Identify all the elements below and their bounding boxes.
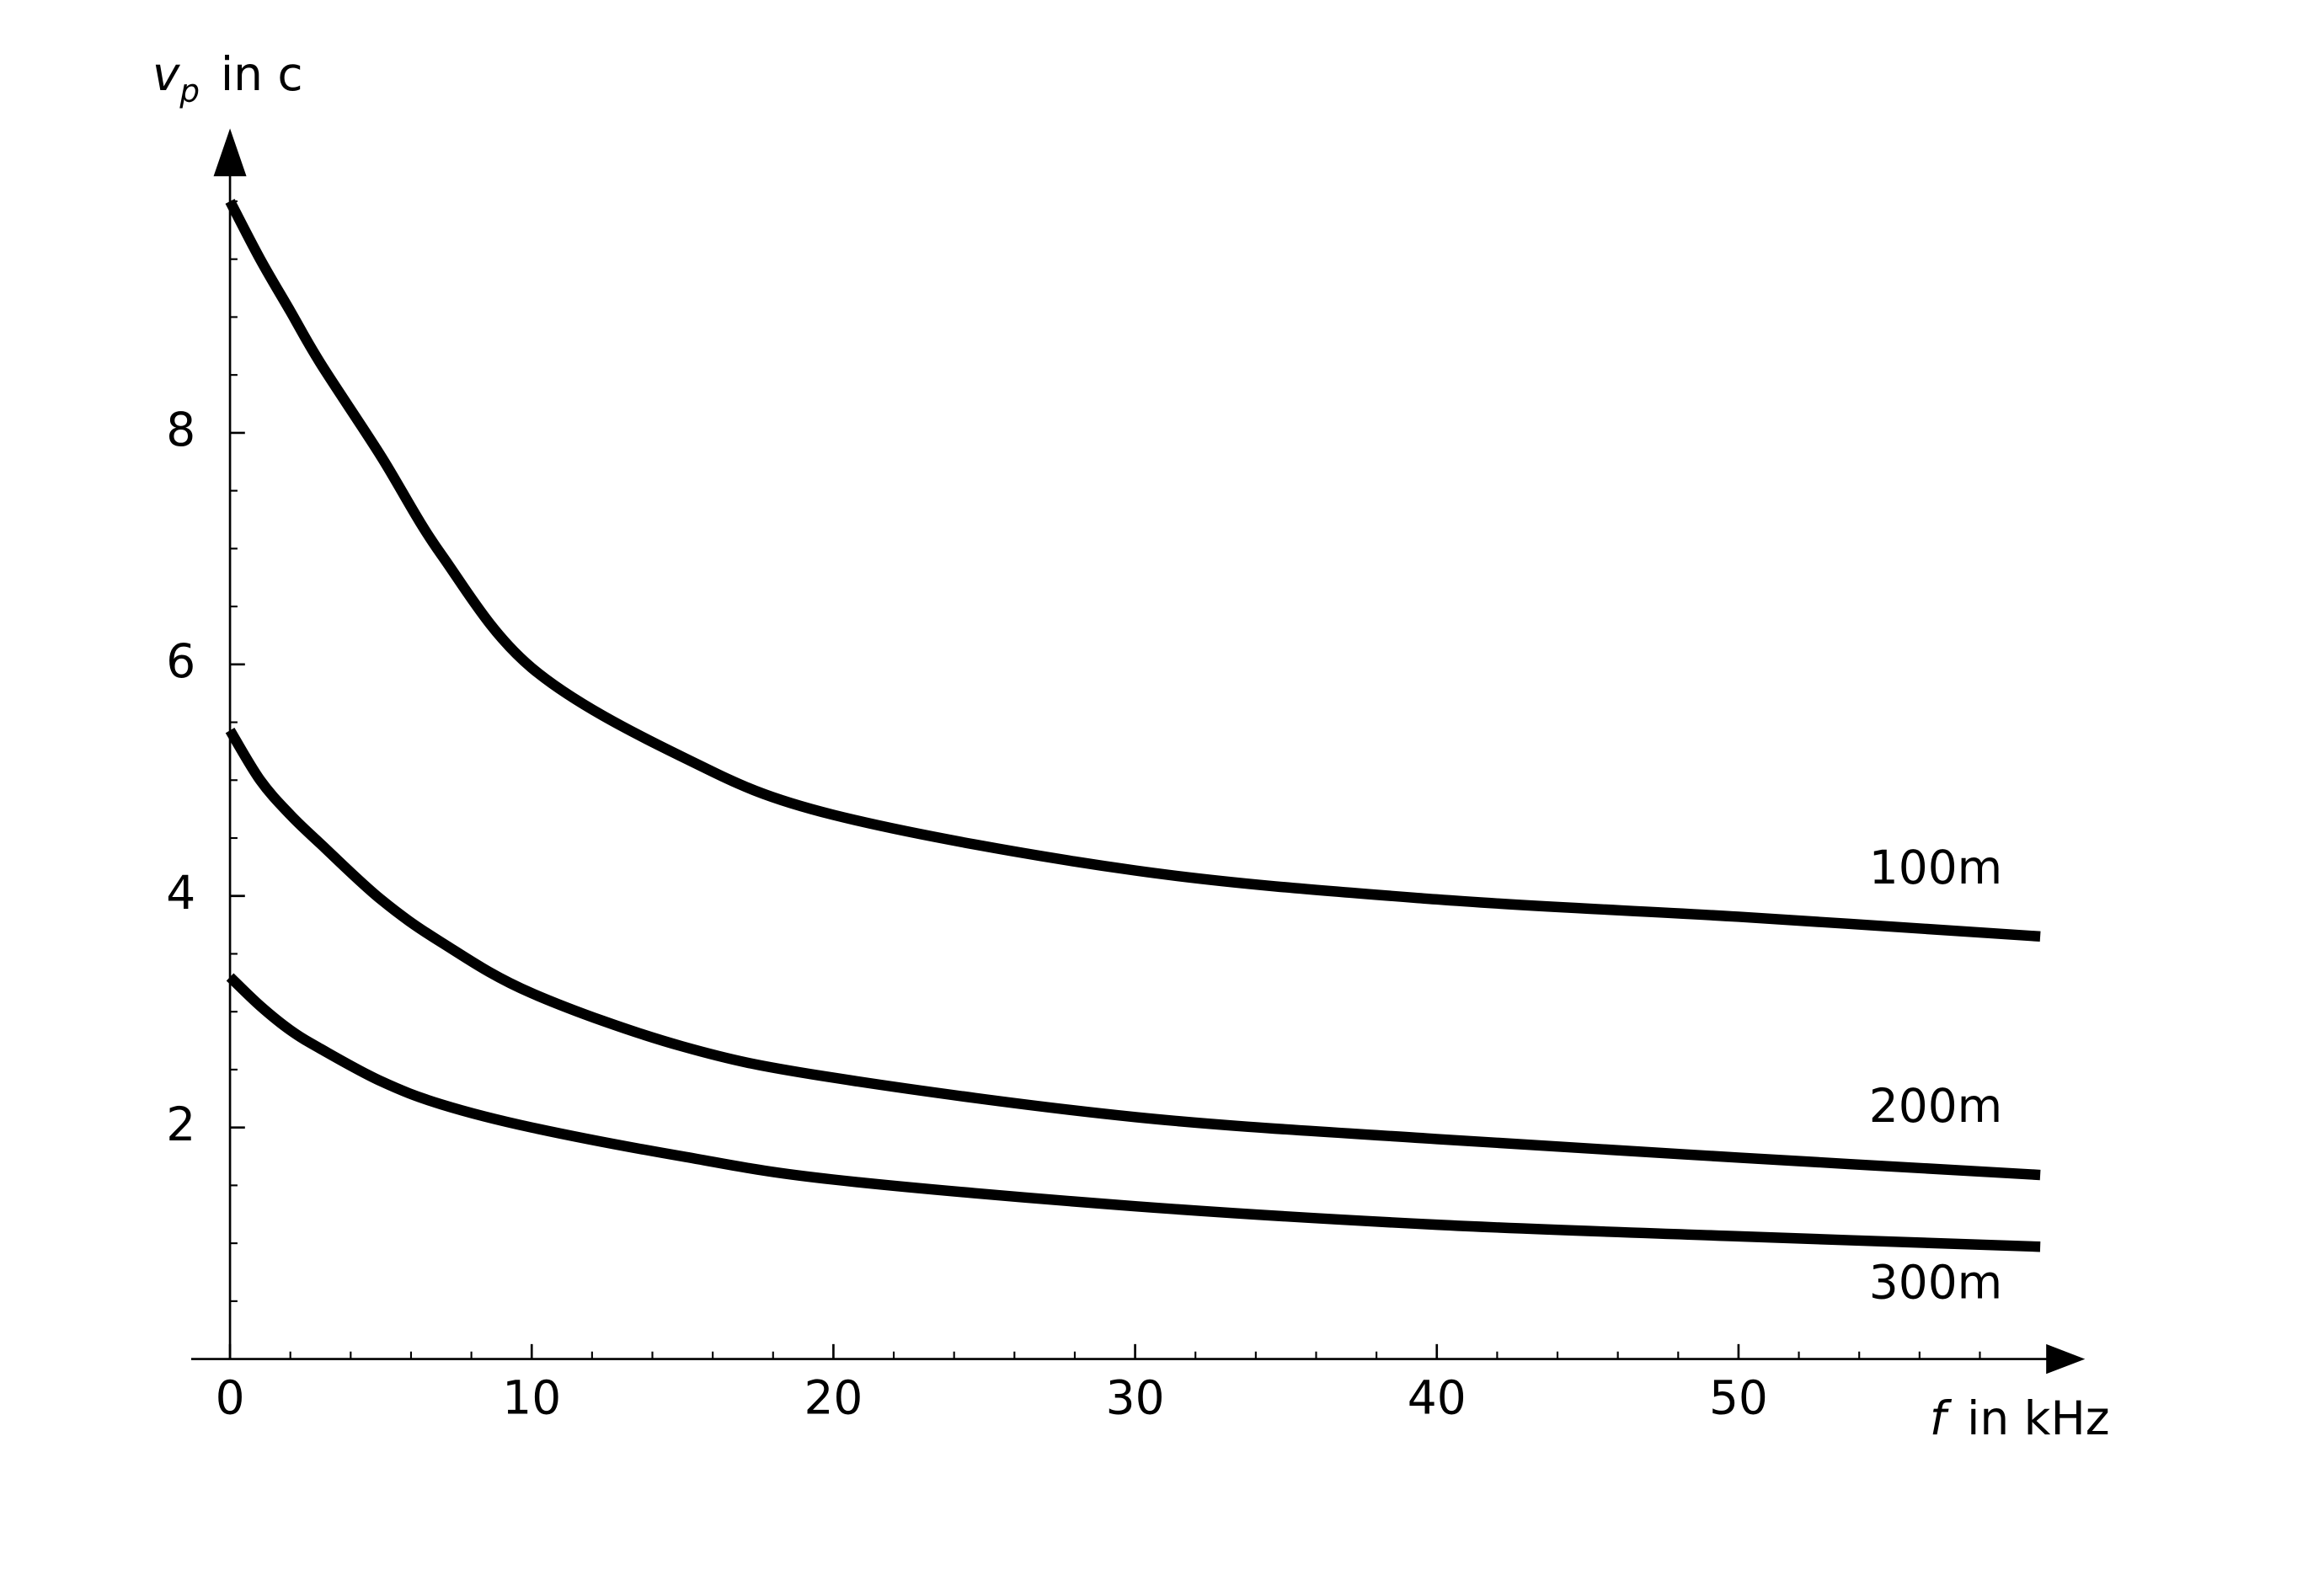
series-line (226, 973, 2041, 1252)
y-label-symbol: v (152, 47, 181, 101)
x-tick-label: 10 (502, 1370, 561, 1424)
x-tick-label: 30 (1106, 1370, 1165, 1424)
x-tick-label: 0 (216, 1370, 245, 1424)
y-tick-label: 4 (166, 866, 195, 920)
y-label-subscript: p (179, 72, 200, 109)
x-axis-label: f in kHz (1930, 1391, 2110, 1445)
y-tick-label: 2 (166, 1097, 195, 1151)
y-label-text: in c (221, 47, 303, 101)
y-axis-label: vp in c (152, 47, 303, 109)
y-tick-label: 6 (166, 634, 195, 688)
x-axis-arrow (2046, 1343, 2086, 1375)
series-line (225, 727, 2041, 1181)
x-label-text: in kHz (1967, 1391, 2110, 1445)
x-tick-label: 40 (1408, 1370, 1467, 1424)
x-tick-label: 50 (1709, 1370, 1768, 1424)
series-label: 200m (1869, 1079, 2002, 1133)
series-label: 100m (1869, 841, 2002, 894)
y-tick-label: 8 (166, 403, 195, 456)
x-label-symbol: f (1930, 1391, 1953, 1445)
x-tick-label: 20 (804, 1370, 863, 1424)
y-axis-arrow (213, 128, 247, 177)
series-line (225, 199, 2041, 942)
series-label: 300m (1869, 1255, 2002, 1309)
